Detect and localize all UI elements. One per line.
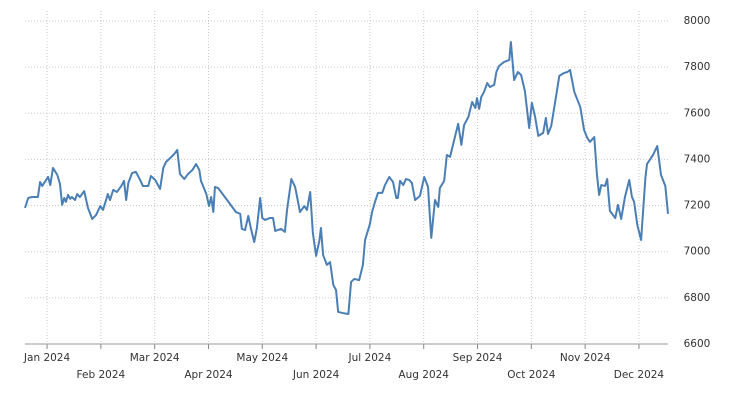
price-line (24, 41, 669, 316)
x-tick-label: Jan 2024 (23, 352, 71, 364)
y-tick-label: 7200 (684, 200, 711, 212)
x-tick-label: Mar 2024 (130, 352, 180, 364)
y-tick-label: 7600 (684, 107, 711, 119)
x-tick-label: Nov 2024 (560, 352, 611, 364)
y-tick-label: 7400 (684, 153, 711, 165)
x-tick-label: Apr 2024 (184, 369, 233, 381)
x-tick-label: Aug 2024 (398, 369, 449, 381)
x-tick-label: Jun 2024 (292, 369, 340, 381)
y-tick-label: 6600 (684, 338, 711, 350)
x-tick-label: Sep 2024 (453, 352, 503, 364)
y-tick-label: 8000 (684, 15, 711, 27)
x-tick-label: May 2024 (236, 352, 288, 364)
y-tick-label: 6800 (684, 292, 711, 304)
x-tick-label: Feb 2024 (77, 369, 126, 381)
x-tick-label: Oct 2024 (507, 369, 556, 381)
y-tick-label: 7800 (684, 61, 711, 73)
y-tick-label: 7000 (684, 246, 711, 258)
x-tick-label: Dec 2024 (614, 369, 665, 381)
x-tick-label: Jul 2024 (348, 352, 392, 364)
